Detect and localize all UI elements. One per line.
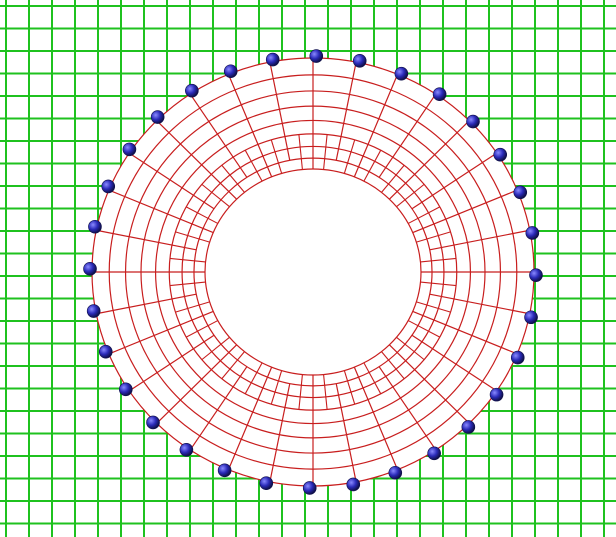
mesh-spoke	[108, 310, 214, 355]
control-point	[265, 52, 280, 67]
mesh-spoke	[96, 229, 197, 251]
mesh-spoke	[411, 334, 498, 392]
control-point	[88, 219, 102, 234]
mesh-spoke	[353, 366, 399, 470]
control-point	[513, 185, 528, 200]
mesh-spoke-inner	[201, 336, 230, 361]
mesh-spoke	[227, 74, 273, 178]
mesh-spoke-inner	[270, 139, 283, 174]
mesh-spoke	[429, 229, 530, 251]
mesh-spoke-inner	[363, 362, 382, 395]
mesh-spoke-inner	[270, 370, 283, 405]
mesh-spoke	[108, 189, 214, 234]
mesh-spoke	[96, 293, 197, 315]
mesh-spoke-inner	[175, 231, 210, 243]
mesh-spoke-inner	[323, 374, 328, 410]
mesh-spoke-inner	[407, 320, 441, 338]
mesh-spoke	[411, 152, 498, 210]
mesh-spoke-inner	[169, 281, 206, 287]
mesh-spoke-inner	[396, 336, 425, 361]
mesh-spoke	[189, 366, 248, 451]
mesh-spoke-inner	[420, 257, 457, 263]
mesh-spoke-inner	[381, 164, 405, 193]
control-point	[466, 114, 480, 129]
control-point	[510, 350, 525, 365]
control-points	[83, 49, 543, 495]
mesh-spoke	[335, 383, 357, 483]
mesh-spoke-inner	[201, 183, 230, 208]
mesh-spoke-inner	[323, 134, 328, 170]
control-point	[150, 110, 165, 124]
mesh-spoke	[378, 366, 437, 451]
control-point	[86, 304, 101, 318]
control-point	[489, 387, 504, 402]
mesh-spoke-inner	[363, 149, 382, 182]
control-point	[432, 87, 447, 101]
mesh-spoke-inner	[420, 281, 457, 287]
mesh-spoke	[388, 344, 470, 424]
control-point	[529, 268, 543, 282]
control-point	[259, 476, 274, 491]
mesh-spoke-inner	[244, 362, 263, 395]
mesh-spoke	[128, 152, 215, 210]
control-point	[302, 481, 317, 495]
mesh-spoke-inner	[175, 301, 210, 313]
mesh-spoke	[335, 61, 357, 161]
mesh-spoke-inner	[343, 370, 356, 405]
control-point	[352, 53, 367, 68]
control-point	[346, 477, 361, 492]
control-point	[122, 142, 137, 157]
control-point	[524, 310, 538, 325]
mesh-spoke-inner	[185, 206, 219, 224]
mesh-spoke	[388, 120, 470, 200]
control-point	[118, 382, 133, 397]
mesh-spoke	[189, 93, 248, 178]
control-point	[83, 262, 97, 276]
control-point	[309, 49, 324, 63]
mesh-spoke	[269, 61, 291, 161]
control-point	[394, 66, 409, 81]
mesh-spoke-inner	[244, 149, 263, 182]
control-point	[98, 344, 113, 359]
control-point	[217, 463, 232, 478]
mesh-spoke	[156, 344, 238, 424]
mesh-spoke-inner	[416, 301, 451, 313]
mesh-spoke-inner	[298, 134, 303, 170]
control-point	[179, 443, 194, 457]
mesh-spoke-inner	[396, 183, 425, 208]
mesh-spoke	[429, 293, 530, 315]
mesh-spoke	[269, 383, 291, 483]
mesh-spoke-inner	[169, 257, 206, 263]
mesh-spoke	[412, 310, 518, 355]
hole-fill	[206, 170, 420, 374]
annular-mesh	[91, 57, 535, 487]
control-point	[493, 147, 508, 162]
control-point	[101, 179, 116, 194]
mesh-spoke-inner	[381, 351, 405, 380]
control-point	[185, 83, 199, 98]
mesh-spoke-inner	[343, 139, 356, 174]
mesh-spoke-inner	[407, 206, 441, 224]
mesh-spoke	[378, 93, 437, 178]
control-point	[525, 226, 540, 240]
mesh-spoke	[156, 120, 238, 200]
mesh-spoke	[412, 189, 518, 234]
control-point	[388, 465, 403, 480]
mesh-spoke-inner	[416, 231, 451, 243]
mesh-spoke-inner	[298, 374, 303, 410]
mesh-spoke-inner	[185, 320, 219, 338]
control-point	[461, 420, 476, 434]
control-point	[427, 446, 441, 461]
mesh-spoke	[128, 334, 215, 392]
mesh-spoke	[353, 74, 399, 178]
control-point	[223, 64, 238, 79]
mesh-spoke-inner	[221, 164, 245, 193]
control-point	[146, 415, 160, 430]
mesh-spoke-inner	[221, 351, 245, 380]
mesh-spoke	[227, 366, 273, 470]
